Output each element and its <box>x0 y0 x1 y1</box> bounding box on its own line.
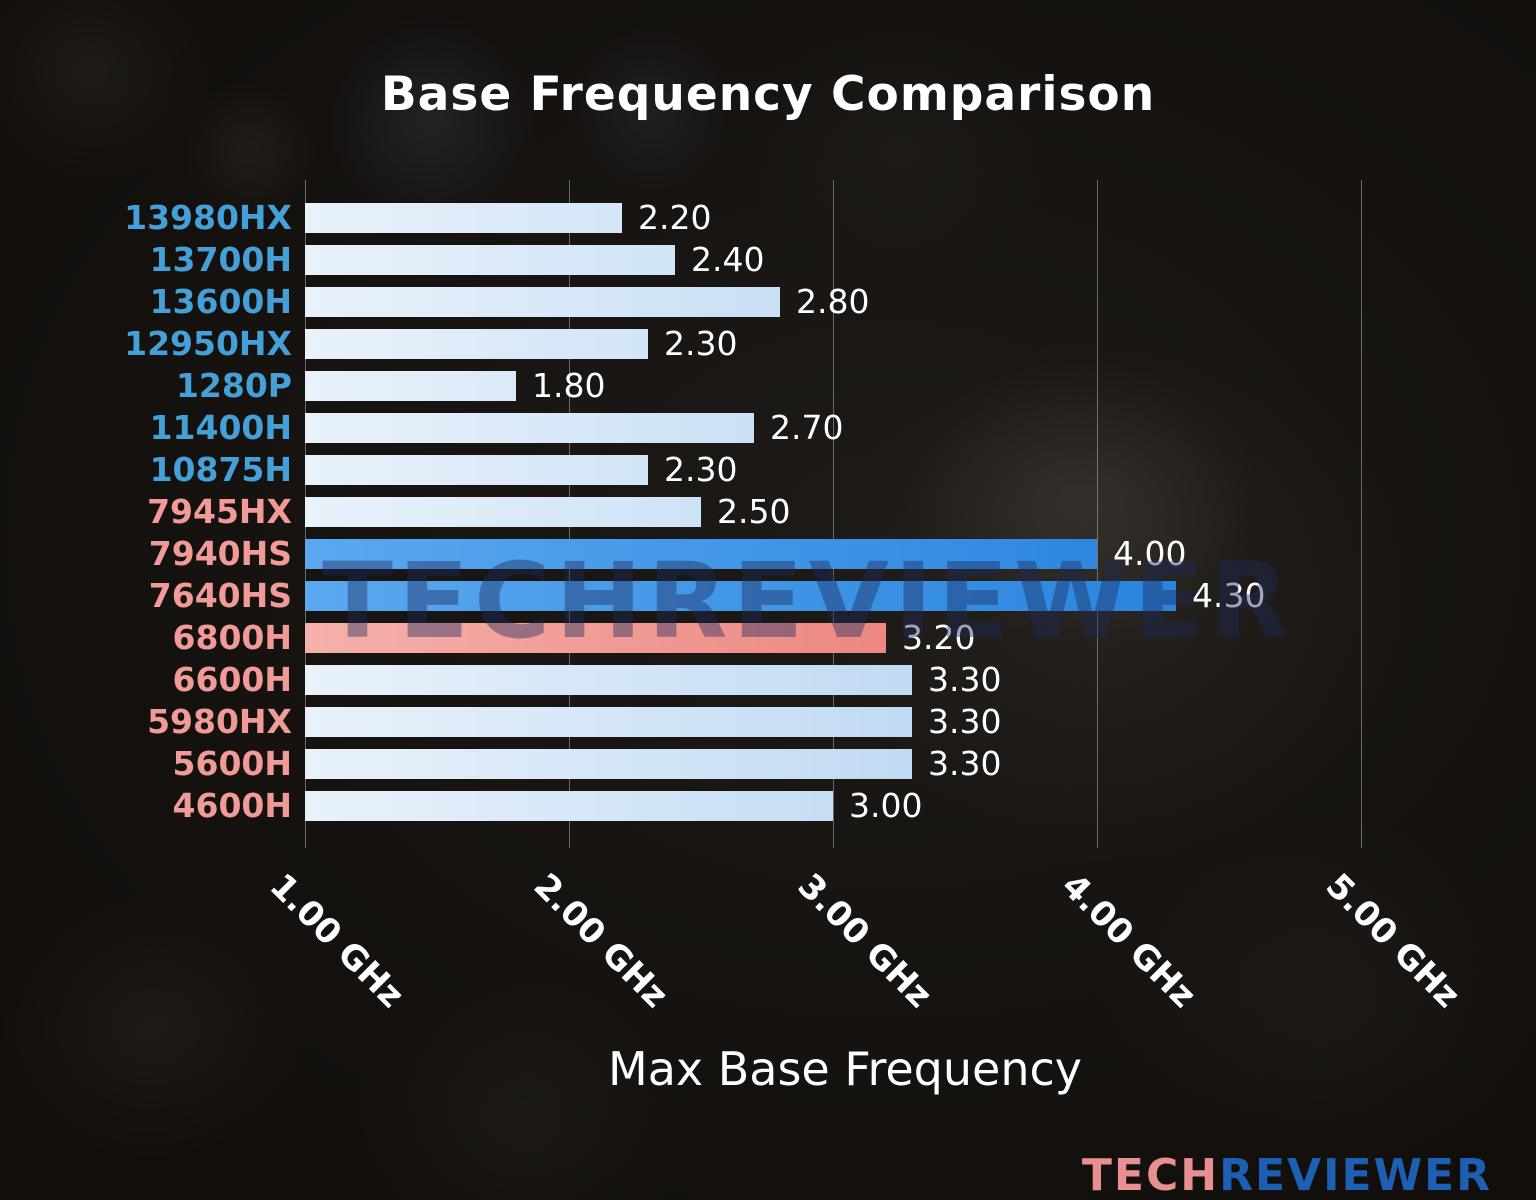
bar-13600H <box>305 287 780 317</box>
bar-6800H <box>305 623 886 653</box>
category-label-10875H: 10875H <box>149 450 292 489</box>
value-label-7940HS: 4.00 <box>1113 534 1187 573</box>
category-label-13700H: 13700H <box>149 240 292 279</box>
bar-7640HS <box>305 581 1176 611</box>
value-label-7945HX: 2.50 <box>717 492 791 531</box>
value-label-11400H: 2.70 <box>770 408 844 447</box>
bar-10875H <box>305 455 648 485</box>
value-label-5980HX: 3.30 <box>928 702 1002 741</box>
value-label-13980HX: 2.20 <box>638 198 712 237</box>
logo-tech: TECH <box>1081 1150 1220 1200</box>
value-label-5600H: 3.30 <box>928 744 1002 783</box>
bar-4600H <box>305 791 833 821</box>
bar-1280P <box>305 371 516 401</box>
gridline-5.00 GHz <box>1361 180 1362 848</box>
category-label-13980HX: 13980HX <box>124 198 292 237</box>
value-label-6600H: 3.30 <box>928 660 1002 699</box>
value-label-13600H: 2.80 <box>796 282 870 321</box>
category-label-5600H: 5600H <box>172 744 292 783</box>
category-label-5980HX: 5980HX <box>147 702 292 741</box>
value-label-6800H: 3.20 <box>902 618 976 657</box>
bar-13700H <box>305 245 675 275</box>
bar-12950HX <box>305 329 648 359</box>
category-label-6600H: 6600H <box>172 660 292 699</box>
bar-11400H <box>305 413 754 443</box>
gridline-3.00 GHz <box>833 180 834 848</box>
category-label-11400H: 11400H <box>149 408 292 447</box>
bar-7945HX <box>305 497 701 527</box>
logo-reviewer: REVIEWER <box>1219 1150 1492 1200</box>
category-label-4600H: 4600H <box>172 786 292 825</box>
value-label-4600H: 3.00 <box>849 786 923 825</box>
category-label-1280P: 1280P <box>175 366 292 405</box>
value-label-1280P: 1.80 <box>532 366 606 405</box>
chart-title: Base Frequency Comparison <box>380 67 1156 123</box>
category-label-7945HX: 7945HX <box>147 492 292 531</box>
category-label-7940HS: 7940HS <box>148 534 292 573</box>
bar-6600H <box>305 665 912 695</box>
gridline-4.00 GHz <box>1097 180 1098 848</box>
x-axis-title: Max Base Frequency <box>608 1042 1082 1096</box>
category-label-13600H: 13600H <box>149 282 292 321</box>
value-label-10875H: 2.30 <box>664 450 738 489</box>
value-label-7640HS: 4.30 <box>1192 576 1266 615</box>
bar-13980HX <box>305 203 622 233</box>
bar-5600H <box>305 749 912 779</box>
value-label-12950HX: 2.30 <box>664 324 738 363</box>
brand-logo: TECHREVIEWER <box>1082 1150 1492 1200</box>
category-label-12950HX: 12950HX <box>124 324 292 363</box>
value-label-13700H: 2.40 <box>691 240 765 279</box>
category-label-6800H: 6800H <box>172 618 292 657</box>
bar-7940HS <box>305 539 1097 569</box>
category-label-7640HS: 7640HS <box>148 576 292 615</box>
bar-5980HX <box>305 707 912 737</box>
